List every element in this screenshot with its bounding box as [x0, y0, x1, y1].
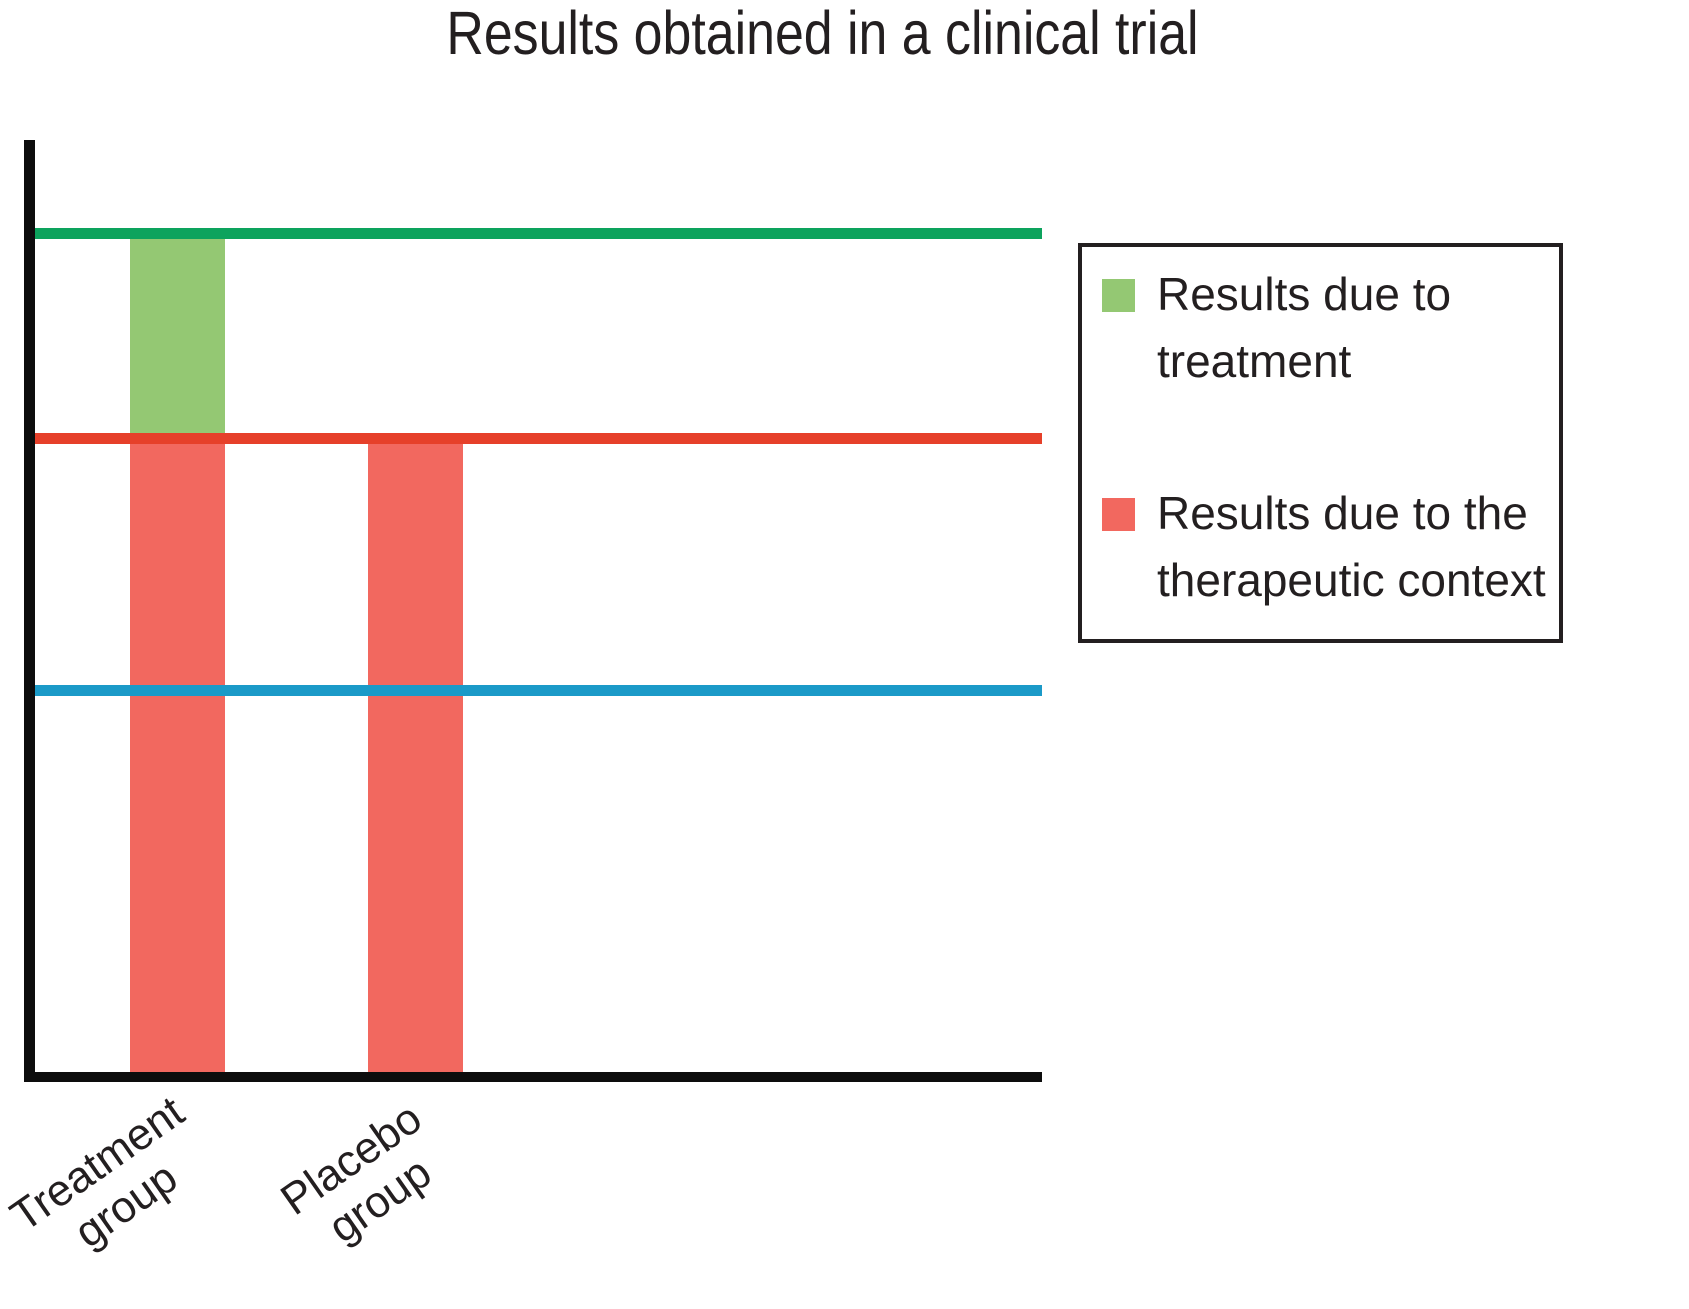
legend-swatch-results-due-to-therapeutic-context [1102, 498, 1135, 531]
bar-segment [129, 438, 225, 1072]
treatment-total-level-line [35, 228, 1042, 240]
chart-title: Results obtained in a clinical trial [0, 0, 1645, 67]
legend-label-results-due-to-therapeutic-context: Results due to the therapeutic context [1157, 487, 1546, 606]
therapeutic-context-level-line [35, 433, 1042, 445]
bar-segment [129, 233, 225, 439]
x-tick-label-placebo-group: Placebo group [272, 1093, 441, 1253]
chart-title-text: Results obtained in a clinical trial [446, 0, 1199, 67]
x-tick-label-treatment-group: Treatment group [1, 1087, 193, 1258]
x-axis [24, 1072, 1042, 1082]
lower-unlabeled-level-line [35, 684, 1042, 696]
bar-segment [367, 438, 463, 1072]
legend-label-results-due-to-treatment: Results due to treatment [1157, 268, 1452, 387]
legend-swatch-results-due-to-treatment [1102, 279, 1135, 312]
legend-box: Results due to treatment Results due to … [1078, 243, 1563, 643]
y-axis [24, 140, 35, 1082]
